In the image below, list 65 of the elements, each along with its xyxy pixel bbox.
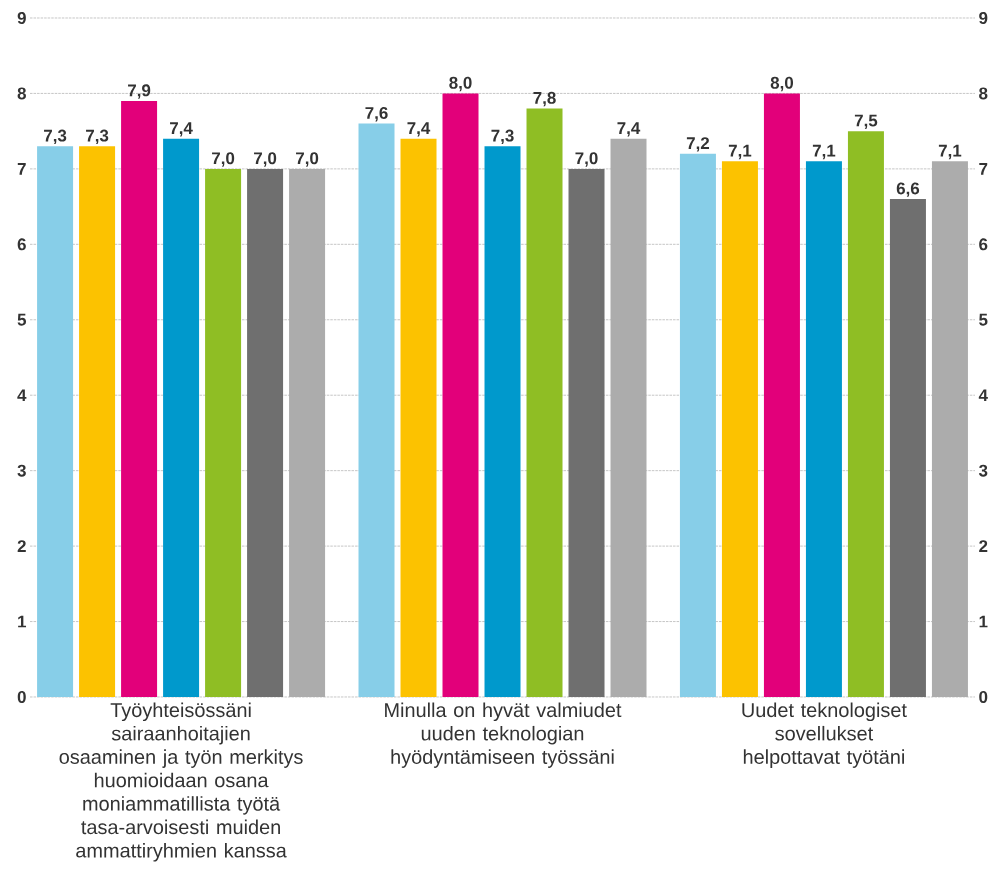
bar: [205, 168, 242, 697]
data-label: 7,0: [212, 152, 235, 167]
bar: [247, 168, 284, 697]
bar: [610, 138, 647, 697]
data-label: 7,2: [686, 137, 710, 152]
y-tick-label: 1: [18, 615, 27, 628]
y-tick-label: 4: [17, 389, 27, 402]
bar: [121, 100, 158, 697]
y-tick-label: 0: [17, 690, 26, 703]
x-tick-label: Työyhteisössäni sairaanhoitajien osaaminen ja työn merkitys huomioidaan osana moniammatillista työtä tasa-arvoisesti muiden ammattiryhmien kanssa: [59, 702, 303, 862]
y2-tick-label: 0: [979, 690, 988, 703]
data-label: 7,0: [575, 152, 598, 167]
data-label: 8,0: [449, 76, 472, 92]
y2-tick-label: 3: [978, 464, 988, 477]
bar: [721, 161, 758, 697]
y-tick-label: 5: [17, 313, 27, 326]
bar: [931, 161, 968, 697]
y-tick-label: 7: [17, 163, 26, 175]
bar: [484, 146, 521, 697]
y2-tick-label: 7: [979, 163, 988, 175]
y2-tick-label: 4: [978, 389, 988, 402]
y-tick-label: 2: [17, 540, 26, 553]
bar: [442, 93, 479, 697]
y-tick-label: 6: [17, 238, 26, 251]
data-label: 7,4: [407, 122, 431, 137]
data-label: 7,1: [812, 144, 836, 160]
bar: [526, 108, 563, 697]
bar: [289, 168, 326, 697]
bar: [679, 153, 716, 697]
data-label: 7,0: [296, 152, 319, 167]
y-tick-label: 3: [17, 464, 26, 477]
y2-tick-label: 1: [979, 615, 988, 628]
bar: [79, 146, 116, 697]
bar: [568, 168, 605, 697]
bar: [358, 123, 395, 697]
data-label: 8,0: [770, 76, 794, 92]
x-tick-label: Uudet teknologiset sovellukset helpottavat työtäni: [742, 702, 907, 768]
data-label: 7,9: [128, 84, 151, 99]
y2-tick-label: 9: [979, 11, 988, 24]
data-label: 7,3: [44, 129, 67, 145]
x-tick-label: Minulla on hyvät valmiudet uuden teknologian hyödyntämiseen työssäni: [385, 702, 622, 768]
data-label: 7,0: [254, 152, 277, 167]
y2-tick-label: 8: [979, 87, 988, 100]
bar: [847, 131, 884, 697]
y2-tick-label: 2: [979, 540, 988, 553]
y-tick-label: 8: [17, 87, 26, 100]
bar: [400, 138, 437, 697]
data-label: 7,3: [491, 129, 514, 145]
data-label: 7,4: [170, 122, 193, 137]
data-label: 7,1: [938, 144, 962, 160]
y-tick-label: 9: [17, 11, 26, 24]
bar: [37, 146, 74, 697]
data-label: 7,4: [617, 122, 641, 137]
data-label: 7,6: [365, 106, 388, 122]
data-label: 7,5: [854, 114, 878, 129]
bar: [163, 138, 200, 697]
data-label: 7,8: [533, 91, 556, 107]
y2-tick-label: 5: [979, 313, 988, 326]
bar: [763, 93, 800, 697]
data-label: 7,3: [86, 129, 109, 145]
y2-tick-label: 6: [979, 238, 988, 251]
data-label: 6,6: [896, 182, 920, 197]
bar: [805, 161, 842, 697]
data-label: 7,1: [728, 144, 752, 160]
bar: [889, 199, 926, 697]
